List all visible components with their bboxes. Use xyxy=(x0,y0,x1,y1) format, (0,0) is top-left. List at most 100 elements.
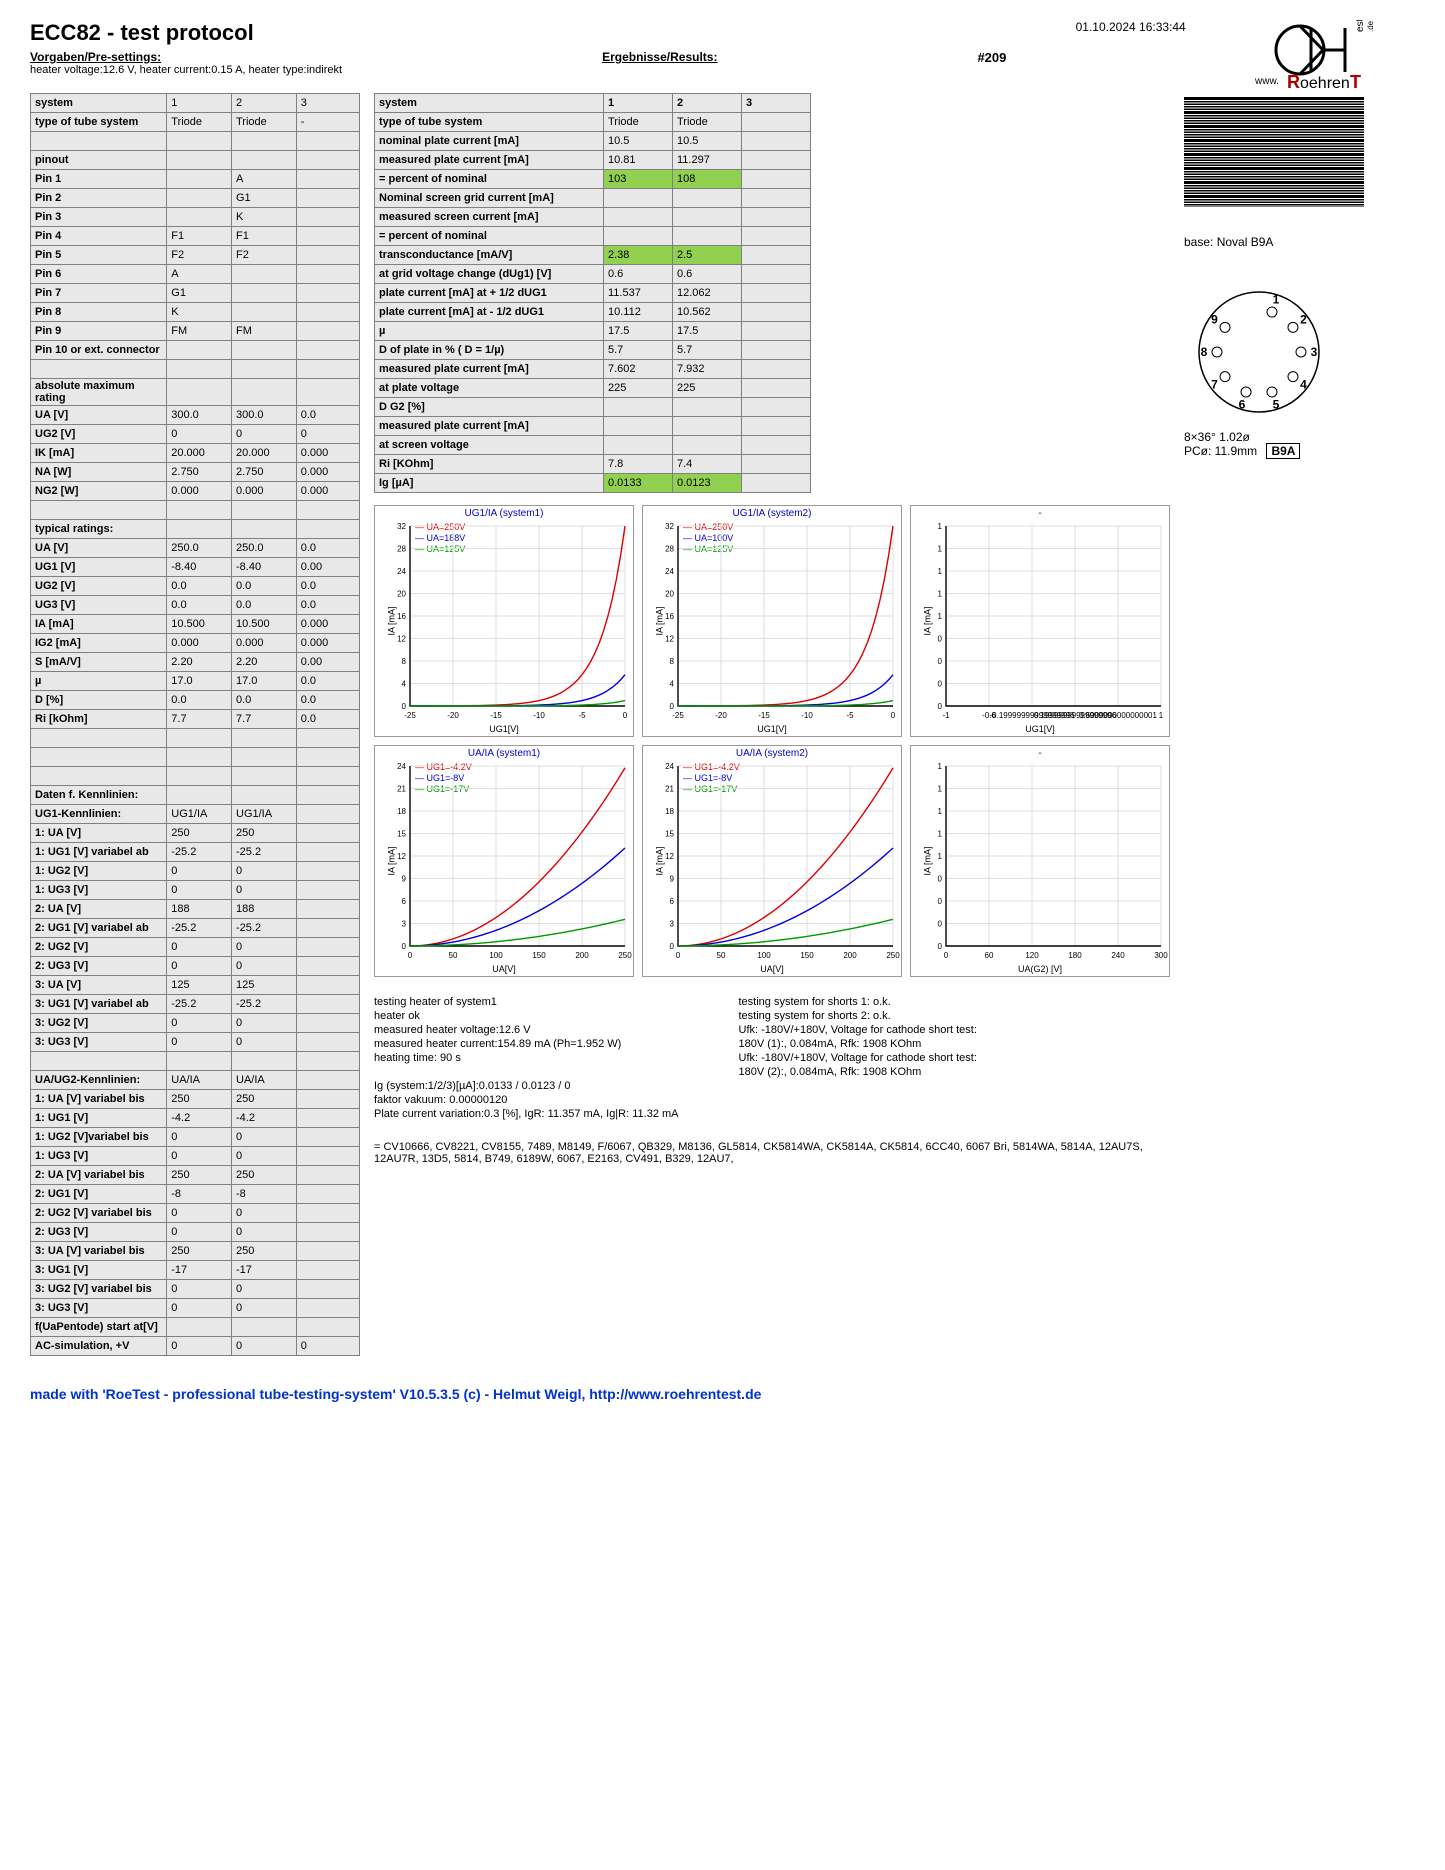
svg-text:0: 0 xyxy=(938,942,943,951)
svg-text:6: 6 xyxy=(402,897,407,906)
svg-text:9: 9 xyxy=(1211,313,1218,327)
svg-text:50: 50 xyxy=(717,951,726,960)
svg-text:8: 8 xyxy=(670,657,675,666)
svg-text:-20: -20 xyxy=(715,711,727,720)
charts-grid: UG1/IA (system1)— UA=250V— UA=188V— UA=1… xyxy=(374,505,1170,977)
svg-text:0: 0 xyxy=(938,897,943,906)
svg-text:9: 9 xyxy=(670,875,675,884)
svg-text:0: 0 xyxy=(402,702,407,711)
svg-text:32: 32 xyxy=(397,522,406,531)
svg-text:-15: -15 xyxy=(758,711,770,720)
notes-left: testing heater of system1heater okmeasur… xyxy=(374,995,679,1121)
svg-text:12: 12 xyxy=(397,852,406,861)
svg-text:-5: -5 xyxy=(578,711,586,720)
svg-text:50: 50 xyxy=(449,951,458,960)
page-title: ECC82 - test protocol xyxy=(30,20,1006,46)
svg-text:R: R xyxy=(1287,72,1300,90)
svg-text:.de: .de xyxy=(1366,20,1375,32)
svg-text:18: 18 xyxy=(665,807,674,816)
svg-text:1: 1 xyxy=(938,762,943,771)
svg-text:15: 15 xyxy=(397,830,406,839)
svg-text:0: 0 xyxy=(938,680,943,689)
svg-text:-5: -5 xyxy=(846,711,854,720)
sample-id: #209 xyxy=(977,50,1006,82)
svg-text:9: 9 xyxy=(402,875,407,884)
svg-text:-10: -10 xyxy=(533,711,545,720)
svg-text:120: 120 xyxy=(1025,951,1039,960)
svg-text:-15: -15 xyxy=(490,711,502,720)
svg-text:16: 16 xyxy=(397,612,406,621)
svg-text:20: 20 xyxy=(397,590,406,599)
svg-text:0: 0 xyxy=(676,951,681,960)
svg-text:1: 1 xyxy=(938,852,943,861)
svg-text:1: 1 xyxy=(938,807,943,816)
svg-text:1: 1 xyxy=(938,785,943,794)
svg-text:0: 0 xyxy=(623,711,628,720)
svg-text:1: 1 xyxy=(1273,293,1280,307)
chart-c2: UG1/IA (system2)— UA=250V— UA=100V— UA=1… xyxy=(642,505,902,737)
svg-text:18: 18 xyxy=(397,807,406,816)
svg-text:180: 180 xyxy=(1068,951,1082,960)
svg-text:0.6000000000000001: 0.6000000000000001 xyxy=(1079,711,1157,720)
pin-diagram: 123456789 8×36° 1.02ø PCø: 11.9mm B9A xyxy=(1184,277,1334,458)
svg-text:est: est xyxy=(1355,20,1366,32)
svg-text:0: 0 xyxy=(670,702,675,711)
pin-caption1: 8×36° 1.02ø xyxy=(1184,430,1250,444)
svg-text:0: 0 xyxy=(938,875,943,884)
svg-text:0: 0 xyxy=(891,711,896,720)
svg-text:-25: -25 xyxy=(404,711,416,720)
svg-text:1: 1 xyxy=(938,830,943,839)
svg-text:32: 32 xyxy=(665,522,674,531)
svg-text:1: 1 xyxy=(938,522,943,531)
svg-text:www.: www. xyxy=(1255,76,1279,87)
chart-c6: -060120180240300000011111UA(G2) [V]IA [m… xyxy=(910,745,1170,977)
footer-credit: made with 'RoeTest - professional tube-t… xyxy=(30,1386,1415,1402)
svg-text:21: 21 xyxy=(397,785,406,794)
svg-text:150: 150 xyxy=(532,951,546,960)
svg-text:250: 250 xyxy=(886,951,900,960)
svg-text:12: 12 xyxy=(665,852,674,861)
svg-text:24: 24 xyxy=(397,567,406,576)
svg-text:4: 4 xyxy=(1300,377,1307,391)
presettings-table: system123type of tube systemTriodeTriode… xyxy=(30,93,360,1356)
svg-text:-25: -25 xyxy=(672,711,684,720)
presettings-label: Vorgaben/Pre-settings: xyxy=(30,50,342,64)
svg-text:oehren: oehren xyxy=(1300,75,1350,90)
svg-text:1: 1 xyxy=(938,545,943,554)
svg-text:20: 20 xyxy=(665,590,674,599)
chart-c1: UG1/IA (system1)— UA=250V— UA=188V— UA=1… xyxy=(374,505,634,737)
svg-text:-10: -10 xyxy=(801,711,813,720)
svg-text:21: 21 xyxy=(665,785,674,794)
svg-text:250: 250 xyxy=(618,951,632,960)
svg-text:240: 240 xyxy=(1111,951,1125,960)
svg-text:3: 3 xyxy=(402,920,407,929)
svg-text:6: 6 xyxy=(670,897,675,906)
svg-text:1: 1 xyxy=(1159,711,1164,720)
svg-text:8: 8 xyxy=(1201,345,1208,359)
svg-text:1: 1 xyxy=(938,590,943,599)
svg-text:0: 0 xyxy=(938,920,943,929)
svg-text:12: 12 xyxy=(397,635,406,644)
svg-text:0: 0 xyxy=(938,702,943,711)
svg-text:100: 100 xyxy=(757,951,771,960)
svg-text:28: 28 xyxy=(665,545,674,554)
svg-text:0: 0 xyxy=(938,657,943,666)
svg-text:200: 200 xyxy=(843,951,857,960)
svg-text:24: 24 xyxy=(397,762,406,771)
svg-text:0: 0 xyxy=(402,942,407,951)
svg-text:24: 24 xyxy=(665,762,674,771)
results-table: system123type of tube systemTriodeTriode… xyxy=(374,93,811,493)
heater-line: heater voltage:12.6 V, heater current:0.… xyxy=(30,64,342,76)
svg-text:60: 60 xyxy=(985,951,994,960)
notes-right: testing system for shorts 1: o.k.testing… xyxy=(739,995,977,1121)
page-header: ECC82 - test protocol Vorgaben/Pre-setti… xyxy=(30,20,1415,93)
svg-text:8: 8 xyxy=(402,657,407,666)
svg-text:1: 1 xyxy=(938,567,943,576)
logo: www. R oehren T est .de xyxy=(1255,20,1415,93)
svg-text:0: 0 xyxy=(938,635,943,644)
svg-text:28: 28 xyxy=(397,545,406,554)
svg-text:-20: -20 xyxy=(447,711,459,720)
svg-text:0: 0 xyxy=(944,951,949,960)
svg-text:0: 0 xyxy=(408,951,413,960)
svg-text:15: 15 xyxy=(665,830,674,839)
